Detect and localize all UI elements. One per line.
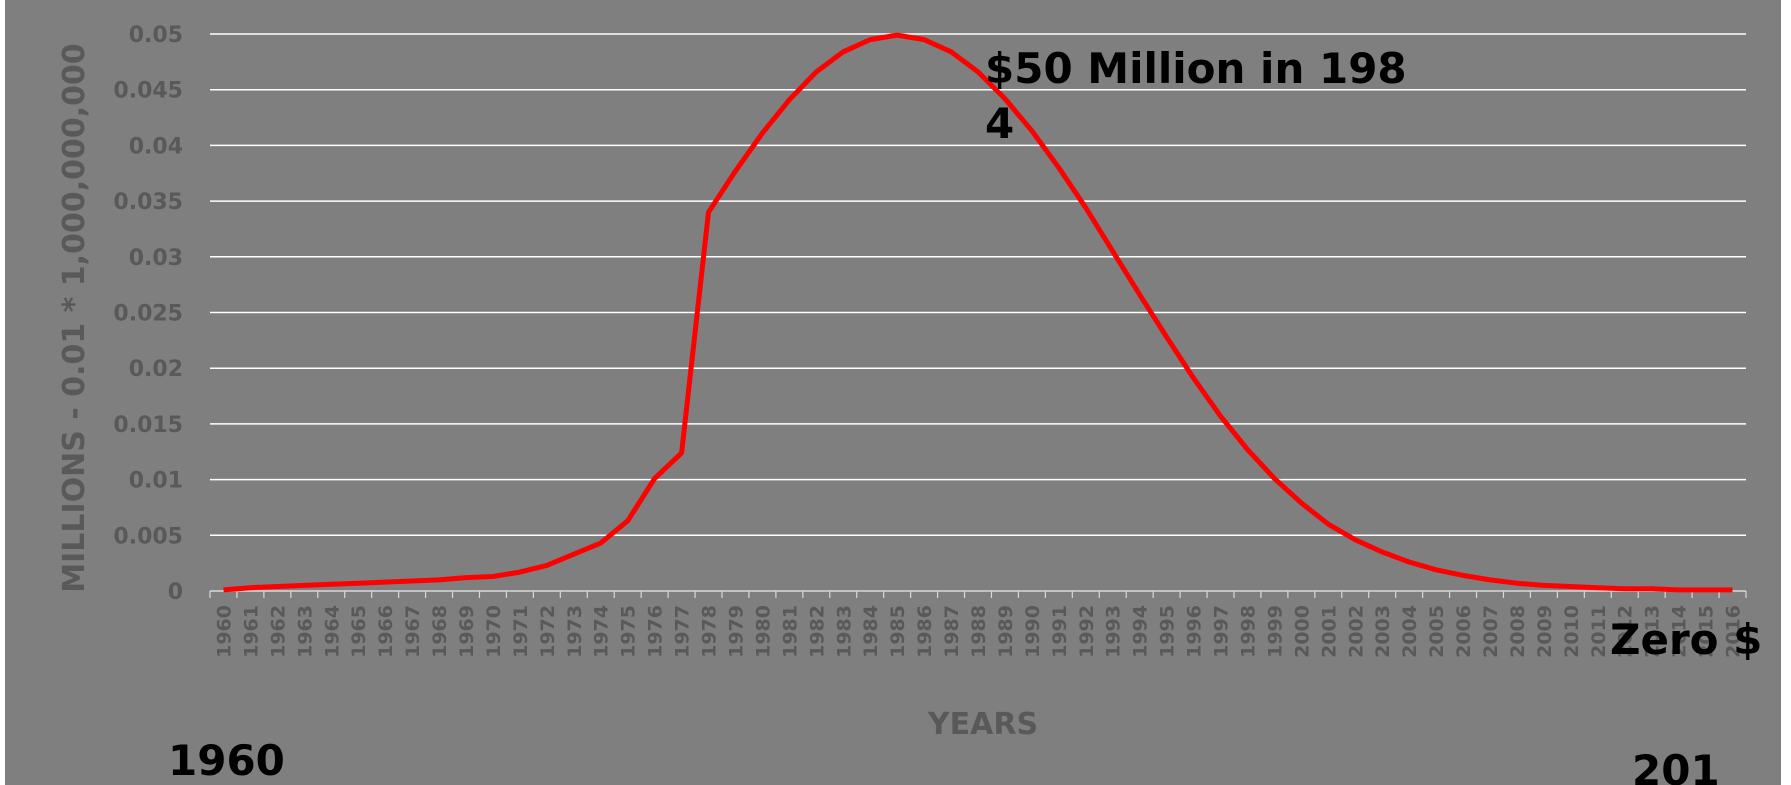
y-tick-label: 0.01 (129, 469, 183, 494)
x-tick-label: 1967 (402, 605, 424, 658)
x-tick-label: 2011 (1588, 605, 1610, 658)
x-tick-label: 2008 (1507, 605, 1529, 658)
y-tick-label: 0.045 (113, 79, 183, 104)
x-tick-label: 1969 (456, 605, 478, 658)
x-tick-label: 2000 (1291, 605, 1313, 658)
x-tick-label: 1963 (294, 605, 316, 658)
x-tick-label: 1978 (699, 605, 721, 658)
chart-area: 0 0.005 0.01 0.015 0.02 0.025 0.03 0.035 0.04 0.0… (5, 0, 1781, 785)
x-tick-label: 1974 (591, 605, 613, 658)
x-axis-title: YEARS (927, 707, 1038, 742)
peak-annotation-line1: $50 Million in 198 (985, 44, 1407, 93)
x-tick-label: 2007 (1480, 605, 1502, 658)
x-tick-label: 1985 (887, 605, 909, 658)
y-tick-label: 0.03 (129, 246, 183, 271)
y-tick-label: 0 (168, 580, 183, 605)
x-tick-label: 1996 (1184, 605, 1206, 658)
y-tick-label: 0.015 (113, 413, 183, 438)
x-tick-label: 2002 (1345, 605, 1367, 658)
x-tick-label: 1988 (968, 605, 990, 658)
x-tick-label: 1965 (348, 605, 370, 658)
x-tick-label: 2003 (1372, 605, 1394, 658)
y-tick-label: 0.035 (113, 190, 183, 215)
x-tick-label: 1990 (1022, 605, 1044, 658)
x-tick-label: 1993 (1103, 605, 1125, 658)
zero-annotation: Zero $ (1610, 615, 1762, 664)
x-tick-label: 1987 (941, 605, 963, 658)
x-tick-label: 1992 (1076, 605, 1098, 658)
x-tick-label: 2013 (1642, 605, 1664, 658)
x-tick-label: 1998 (1237, 605, 1259, 658)
y-tick-label: 0.005 (113, 524, 183, 549)
x-tick-label: 1984 (860, 605, 882, 658)
x-tick-label: 1995 (1157, 605, 1179, 658)
x-tick-label: 1999 (1264, 605, 1286, 658)
x-tick-label: 1982 (806, 605, 828, 658)
x-tick-label: 1986 (914, 605, 936, 658)
x-tick-label: 1961 (240, 605, 262, 658)
y-tick-label: 0.04 (129, 134, 183, 159)
x-tick-label: 1994 (1130, 605, 1152, 658)
x-tick-label: 1973 (564, 605, 586, 658)
x-tick-label: 1976 (645, 605, 667, 658)
x-tick-label: 2009 (1534, 605, 1556, 658)
y-tick-labels: 0 0.005 0.01 0.015 0.02 0.025 0.03 0.035 0.04 0.0… (113, 23, 183, 605)
x-tick-label: 1983 (833, 605, 855, 658)
y-tick-label: 0.025 (113, 302, 183, 327)
gridlines (210, 33, 1746, 537)
x-tick-label: 1970 (483, 605, 505, 658)
x-tick-label: 1981 (779, 605, 801, 658)
y-tick-label: 0.02 (129, 357, 183, 382)
start-year-annotation: 1960 (168, 736, 285, 785)
x-tick-labels: 1960 1961 1962 1963 1964 1965 1966 1967 1968 1969… (213, 605, 1744, 658)
line-chart: 0 0.005 0.01 0.015 0.02 0.025 0.03 0.035 0.04 0.0… (57, 23, 1762, 785)
x-tick-label: 2004 (1399, 605, 1421, 658)
x-tick-label: 2012 (1615, 605, 1637, 658)
x-tick-label: 1960 (213, 605, 235, 658)
x-tick-label: 1966 (375, 605, 397, 658)
x-tick-label: 1968 (429, 605, 451, 658)
x-tick-label: 1991 (1049, 605, 1071, 658)
x-tick-label: 1964 (321, 605, 343, 658)
x-tick-label: 2015 (1696, 605, 1718, 658)
series-line (223, 32, 1733, 593)
x-tick-label: 1979 (725, 605, 747, 658)
x-tick-label: 2006 (1453, 605, 1475, 658)
x-tick-label: 1997 (1211, 605, 1233, 658)
y-tick-label: 0.05 (129, 23, 183, 48)
x-tick-label: 1975 (618, 605, 640, 658)
x-tick-label: 1980 (752, 605, 774, 658)
x-tick-label: 1962 (267, 605, 289, 658)
y-axis-title: MILLIONS - 0.01 * 1,000,000,000 (57, 43, 92, 593)
x-tick-label: 1977 (672, 605, 694, 658)
x-tick-label: 1972 (537, 605, 559, 658)
x-tick-label: 2010 (1561, 605, 1583, 658)
x-tick-label: 2005 (1426, 605, 1448, 658)
x-tick-label: 1989 (995, 605, 1017, 658)
x-tick-label: 1971 (510, 605, 532, 658)
x-tick-label: 2001 (1318, 605, 1340, 658)
x-tick-label: 2016 (1723, 605, 1745, 658)
x-tick-label: 2014 (1669, 605, 1691, 658)
end-year-annotation: 201 (1632, 746, 1720, 785)
peak-annotation-line2: 4 (985, 99, 1014, 148)
x-tick-marks (209, 591, 1747, 598)
